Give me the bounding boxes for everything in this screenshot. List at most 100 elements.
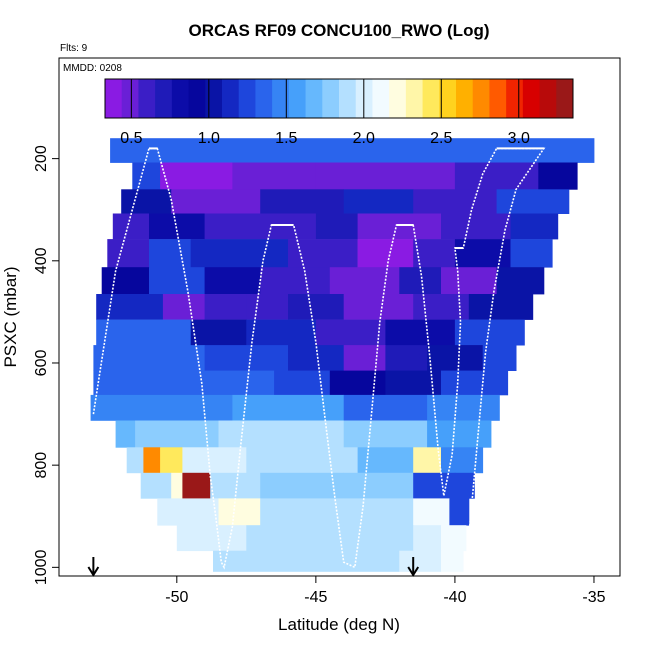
- heatmap-cell: [454, 162, 539, 190]
- heatmap-cell: [110, 138, 595, 163]
- colorbar-swatch: [222, 79, 240, 118]
- heatmap-cell: [343, 525, 414, 552]
- heatmap-cell: [182, 447, 247, 474]
- heatmap-cell: [496, 267, 545, 295]
- colorbar-swatch: [105, 79, 123, 118]
- colorbar-frame: [104, 78, 574, 119]
- y-tick-label: 400: [33, 247, 50, 274]
- heatmap-cell: [482, 345, 517, 371]
- colorbar-tick-label: 2.0: [353, 130, 375, 147]
- heatmap-cell: [171, 189, 261, 214]
- heatmap-cell: [468, 420, 492, 448]
- marker-arrow-head: [87, 566, 100, 577]
- colorbar-swatch: [355, 79, 373, 118]
- colorbar-swatch: [205, 79, 223, 118]
- heatmap-cell: [385, 319, 456, 346]
- heatmap-cell: [510, 239, 553, 268]
- heatmap-cell: [182, 472, 211, 499]
- heatmap-cell: [260, 267, 331, 295]
- colorbar-tick-label: 3.0: [508, 130, 530, 147]
- heatmap-cell: [385, 370, 442, 396]
- colorbar-swatch: [539, 79, 557, 118]
- heatmap-cell: [121, 394, 233, 421]
- heatmap-cell: [343, 472, 414, 499]
- heatmap-cell: [510, 213, 559, 240]
- heatmap-cell: [260, 189, 344, 214]
- colorbar-swatch: [472, 79, 490, 118]
- colorbar-swatch: [422, 79, 440, 118]
- heatmap-cell: [246, 294, 289, 320]
- heatmap-cell: [329, 370, 386, 396]
- heatmap-cell: [232, 394, 344, 421]
- chart-title: ORCAS RF09 CONCU100_RWO (Log): [189, 21, 490, 40]
- heatmap-cell: [413, 294, 470, 320]
- colorbar-swatch: [138, 79, 156, 118]
- heatmap-cell: [176, 525, 247, 552]
- x-tick-label: -40: [443, 589, 466, 606]
- heatmap-cell: [413, 472, 456, 499]
- heatmap-cell: [441, 550, 464, 572]
- heatmap-cell: [213, 550, 331, 572]
- heatmap-cell: [160, 162, 233, 190]
- heatmap-cell: [96, 319, 192, 346]
- colorbar-tick-label: 0.5: [120, 130, 142, 147]
- colorbar-tick-label: 1.0: [198, 130, 220, 147]
- heatmap-cell: [413, 239, 456, 268]
- x-axis: -50 -45 -40 -35: [165, 576, 606, 606]
- heatmap-cell: [343, 394, 428, 421]
- location-markers: [87, 557, 420, 577]
- heatmap-cell: [218, 420, 344, 448]
- heatmap-cell: [343, 189, 414, 214]
- heatmap-cell: [204, 267, 261, 295]
- heatmap-cell: [441, 525, 467, 552]
- heatmap-cell: [357, 213, 442, 240]
- y-axis: 200 400 600 800 1000: [33, 145, 59, 585]
- heatmap-cell: [218, 498, 261, 526]
- heatmap-cell: [149, 239, 192, 268]
- heatmap-cell: [140, 472, 172, 499]
- colorbar-swatch: [522, 79, 541, 118]
- heatmap-cell: [232, 162, 317, 190]
- heatmap-cell: [149, 267, 205, 295]
- heatmap-cell: [204, 213, 317, 240]
- marker-arrow-head: [407, 566, 420, 577]
- heatmap-cell: [143, 447, 161, 474]
- heatmap-cell: [413, 189, 497, 214]
- heatmap-cell: [454, 472, 475, 499]
- heatmap-cell: [157, 498, 219, 526]
- heatmap-cell: [315, 213, 358, 240]
- colorbar-swatch: [439, 79, 457, 118]
- heatmap-cell: [112, 213, 150, 240]
- heatmap-cell: [329, 550, 400, 572]
- colorbar-swatch: [305, 79, 323, 118]
- heatmap-cell: [357, 447, 414, 474]
- heatmap-cell: [496, 189, 570, 214]
- heatmap-cell: [260, 472, 344, 499]
- plot-frame: [58, 57, 621, 577]
- heatmap-cell: [171, 472, 183, 499]
- heatmap-cell: [204, 345, 289, 371]
- heatmap-cell: [107, 239, 150, 268]
- heatmap-cell: [93, 345, 205, 371]
- flight-track-line: [92, 147, 546, 570]
- y-axis-label: PSXC (mbar): [1, 266, 20, 367]
- heatmap-cell: [101, 267, 150, 295]
- colorbar-swatch: [405, 79, 424, 118]
- heatmap-cell: [315, 319, 386, 346]
- colorbar-swatch: [372, 79, 390, 118]
- x-axis-label: Latitude (deg N): [278, 615, 400, 634]
- colorbar-tick-label: 1.5: [275, 130, 297, 147]
- colorbar-swatch: [121, 79, 139, 118]
- colorbar-swatch: [188, 79, 206, 118]
- heatmap-cell: [246, 525, 344, 552]
- colorbar-swatch: [556, 79, 574, 118]
- heatmap-cell: [260, 498, 344, 526]
- heatmap-cell: [454, 319, 525, 346]
- heatmap-cell: [343, 294, 414, 320]
- y-tick-label: 200: [33, 145, 50, 172]
- heatmap-cell: [385, 345, 428, 371]
- colorbar-swatch: [506, 79, 524, 118]
- colorbar-swatch: [171, 79, 190, 118]
- heatmap-cell: [132, 162, 161, 190]
